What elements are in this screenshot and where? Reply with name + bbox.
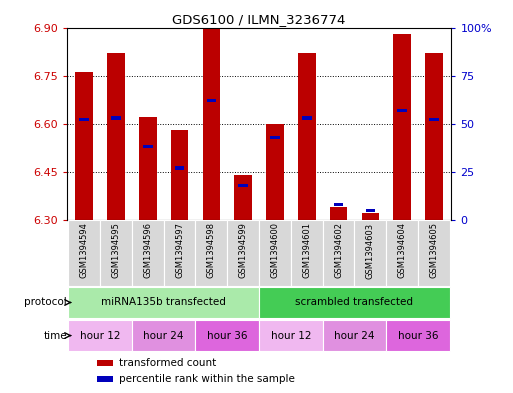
Bar bbox=[259, 287, 450, 318]
Bar bbox=[323, 320, 386, 351]
Bar bbox=[259, 220, 291, 286]
Text: GSM1394603: GSM1394603 bbox=[366, 222, 375, 279]
Text: GSM1394604: GSM1394604 bbox=[398, 222, 407, 279]
Text: GSM1394595: GSM1394595 bbox=[111, 222, 121, 278]
Text: GSM1394598: GSM1394598 bbox=[207, 222, 216, 279]
Text: hour 36: hour 36 bbox=[207, 331, 247, 341]
Bar bbox=[362, 213, 379, 220]
Bar bbox=[68, 287, 259, 318]
Title: GDS6100 / ILMN_3236774: GDS6100 / ILMN_3236774 bbox=[172, 13, 346, 26]
Text: hour 36: hour 36 bbox=[398, 331, 438, 341]
Bar bbox=[366, 209, 375, 212]
Bar bbox=[68, 320, 132, 351]
Text: GSM1394601: GSM1394601 bbox=[302, 222, 311, 279]
Bar bbox=[429, 118, 439, 121]
Text: GSM1394602: GSM1394602 bbox=[334, 222, 343, 279]
Bar bbox=[195, 320, 259, 351]
Text: GSM1394597: GSM1394597 bbox=[175, 222, 184, 279]
Bar bbox=[132, 220, 164, 286]
Text: hour 24: hour 24 bbox=[334, 331, 374, 341]
Bar bbox=[418, 220, 450, 286]
Bar bbox=[203, 28, 220, 220]
Bar bbox=[266, 124, 284, 220]
Bar bbox=[425, 53, 443, 220]
Text: GSM1394594: GSM1394594 bbox=[80, 222, 89, 278]
Text: GSM1394605: GSM1394605 bbox=[429, 222, 439, 279]
Bar bbox=[323, 220, 354, 286]
Text: hour 12: hour 12 bbox=[271, 331, 311, 341]
Bar bbox=[227, 220, 259, 286]
Bar bbox=[334, 203, 343, 206]
Bar bbox=[386, 220, 418, 286]
Bar bbox=[175, 166, 184, 169]
Bar bbox=[386, 320, 450, 351]
Bar bbox=[111, 116, 121, 119]
Bar bbox=[259, 320, 323, 351]
Bar bbox=[239, 184, 248, 187]
Bar bbox=[234, 175, 252, 220]
Bar bbox=[132, 320, 195, 351]
Bar bbox=[398, 108, 407, 112]
Bar bbox=[195, 220, 227, 286]
Bar bbox=[207, 99, 216, 102]
Bar bbox=[330, 207, 347, 220]
Bar bbox=[298, 53, 315, 220]
Bar bbox=[354, 220, 386, 286]
Bar bbox=[68, 220, 100, 286]
Text: GSM1394596: GSM1394596 bbox=[143, 222, 152, 279]
Text: hour 24: hour 24 bbox=[144, 331, 184, 341]
Text: time: time bbox=[44, 331, 67, 341]
Text: protocol: protocol bbox=[24, 298, 67, 307]
Bar bbox=[75, 72, 93, 220]
Text: percentile rank within the sample: percentile rank within the sample bbox=[119, 374, 294, 384]
Bar bbox=[100, 220, 132, 286]
Bar bbox=[107, 53, 125, 220]
Bar bbox=[97, 376, 113, 382]
Bar bbox=[143, 145, 152, 149]
Bar bbox=[80, 118, 89, 121]
Bar bbox=[302, 116, 311, 119]
Text: hour 12: hour 12 bbox=[80, 331, 121, 341]
Text: GSM1394600: GSM1394600 bbox=[270, 222, 280, 279]
Bar bbox=[393, 34, 411, 220]
Bar bbox=[270, 136, 280, 139]
Bar bbox=[97, 360, 113, 366]
Text: transformed count: transformed count bbox=[119, 358, 216, 368]
Bar bbox=[171, 130, 188, 220]
Text: miRNA135b transfected: miRNA135b transfected bbox=[101, 298, 226, 307]
Bar bbox=[291, 220, 323, 286]
Text: GSM1394599: GSM1394599 bbox=[239, 222, 248, 278]
Text: scrambled transfected: scrambled transfected bbox=[295, 298, 413, 307]
Bar bbox=[139, 117, 156, 220]
Bar bbox=[164, 220, 195, 286]
